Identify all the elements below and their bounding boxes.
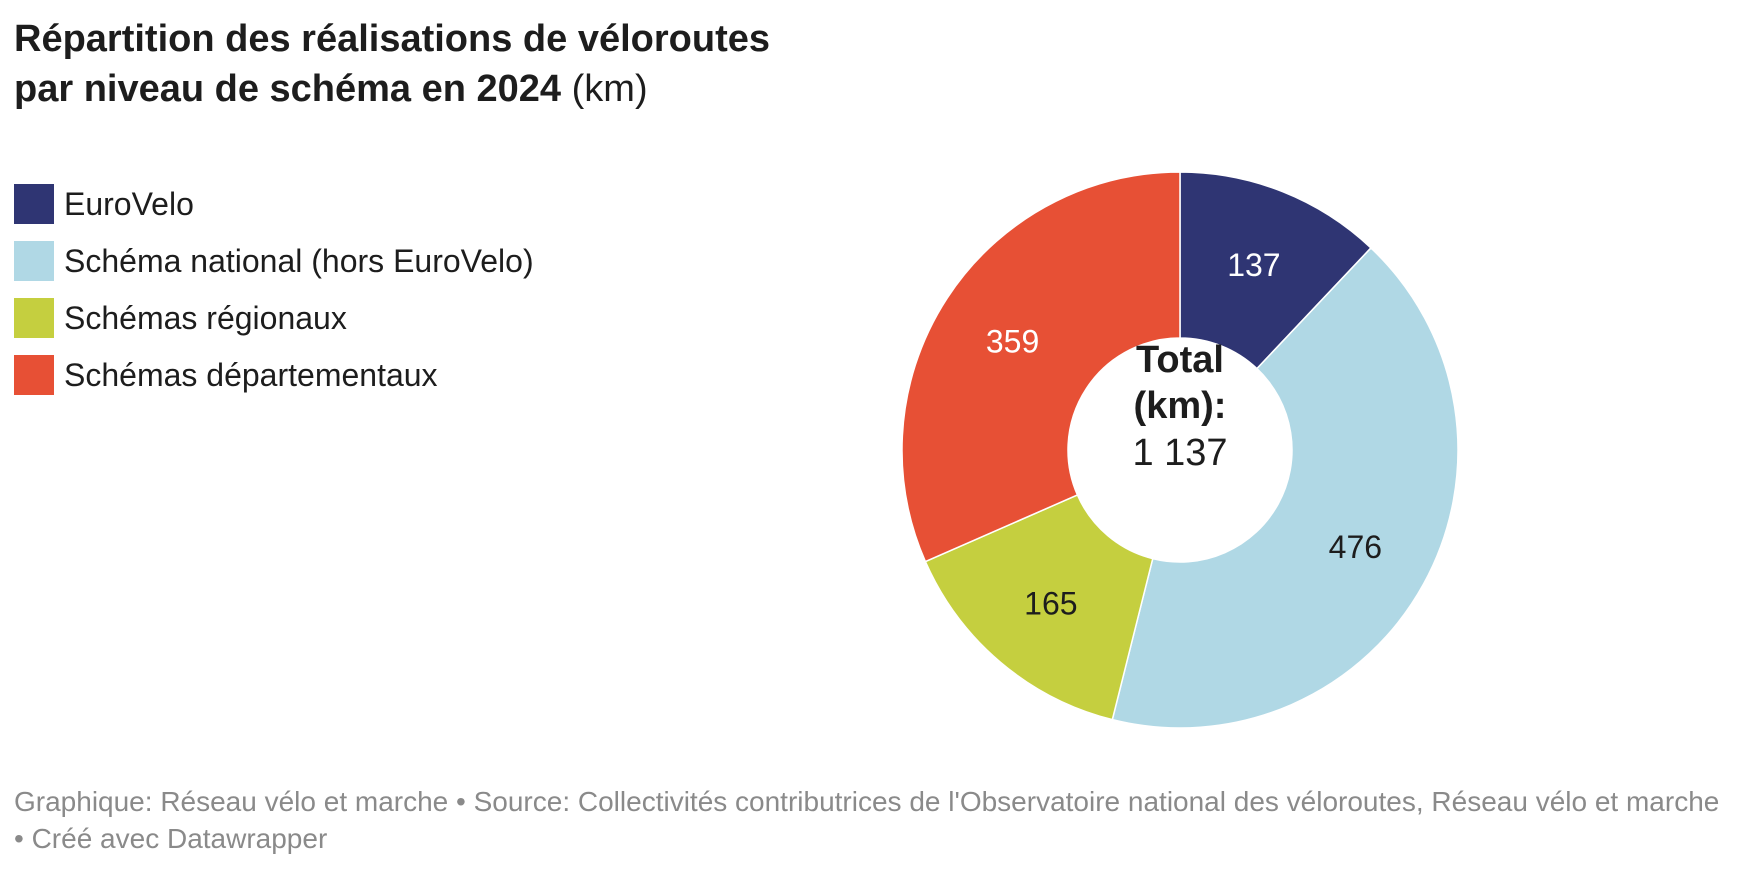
donut-slices — [901, 171, 1459, 729]
donut-chart: 137 476 165 359 Total (km): 1 137 — [901, 171, 1459, 729]
legend-label-eurovelo: EuroVelo — [64, 185, 194, 222]
donut-hole — [1068, 338, 1292, 562]
chart-title: Répartition des réalisations de vélorout… — [14, 14, 814, 114]
legend-item-national: Schéma national (hors EuroVelo) — [14, 241, 534, 281]
chart-title-main: Répartition des réalisations de vélorout… — [14, 18, 770, 110]
legend-swatch-departmental — [14, 355, 54, 395]
value-label-departmental: 359 — [986, 324, 1039, 360]
chart-footer: Graphique: Réseau vélo et marche • Sourc… — [14, 786, 1720, 854]
legend-swatch-eurovelo — [14, 184, 54, 224]
legend: EuroVelo Schéma national (hors EuroVelo)… — [14, 184, 534, 412]
center-total-value: 1 137 — [1132, 432, 1227, 474]
chart-title-unit: (km) — [571, 68, 648, 110]
legend-label-national: Schéma national (hors EuroVelo) — [64, 242, 534, 279]
value-label-eurovelo: 137 — [1227, 247, 1280, 283]
legend-swatch-national — [14, 241, 54, 281]
value-label-national: 476 — [1329, 529, 1382, 565]
donut-value-labels: 137 476 165 359 — [986, 247, 1382, 622]
legend-item-eurovelo: EuroVelo — [14, 184, 534, 224]
donut-slice-departmental — [901, 171, 1181, 563]
center-total-label: Total — [1136, 339, 1224, 381]
legend-label-regional: Schémas régionaux — [64, 299, 347, 336]
legend-item-departmental: Schémas départementaux — [14, 355, 534, 395]
legend-label-departmental: Schémas départementaux — [64, 356, 438, 393]
legend-swatch-regional — [14, 298, 54, 338]
center-unit-label: (km): — [1134, 385, 1227, 427]
legend-item-regional: Schémas régionaux — [14, 298, 534, 338]
value-label-regional: 165 — [1024, 586, 1077, 622]
